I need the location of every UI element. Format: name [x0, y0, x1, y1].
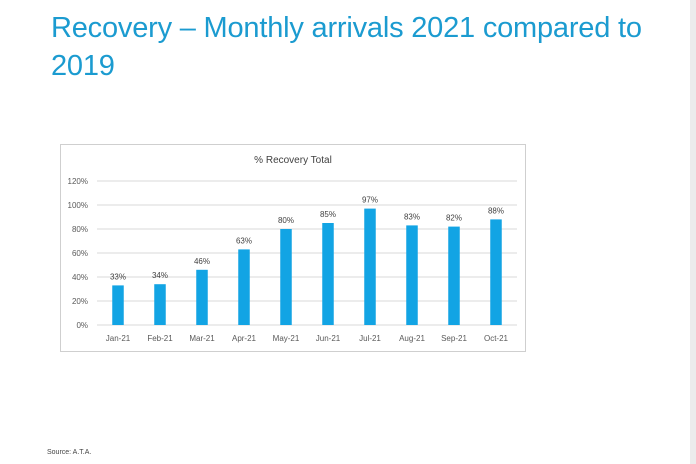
y-tick-label: 120% [68, 177, 88, 186]
data-label: 97% [362, 196, 378, 205]
x-tick-label: Jul-21 [359, 334, 381, 343]
x-tick-label: Mar-21 [189, 334, 215, 343]
data-label: 88% [488, 206, 504, 215]
x-tick-label: Aug-21 [399, 334, 425, 343]
y-tick-label: 20% [72, 297, 88, 306]
chart-title: % Recovery Total [254, 155, 332, 166]
y-tick-label: 80% [72, 225, 88, 234]
data-label: 80% [278, 216, 294, 225]
bar-may-21 [280, 229, 292, 325]
slide-title: Recovery – Monthly arrivals 2021 compare… [51, 12, 642, 82]
bar-aug-21 [406, 225, 418, 325]
y-tick-label: 60% [72, 249, 88, 258]
x-tick-label: Sep-21 [441, 334, 467, 343]
y-axis-tick-labels: 0% 20% 40% 60% 80% 100% 120% [68, 177, 88, 330]
data-label: 34% [152, 271, 168, 280]
gridlines [97, 180, 517, 326]
data-label: 63% [236, 236, 252, 245]
x-tick-label: Oct-21 [484, 334, 509, 343]
source-note: Source: A.T.A. [47, 449, 92, 456]
bar-chart: 0% 20% 40% 60% 80% 100% 120% 33% 34% 46% 63% 80% 85… [68, 155, 517, 343]
data-label: 82% [446, 214, 462, 223]
bar-jun-21 [322, 223, 334, 325]
data-label: 46% [194, 257, 210, 266]
x-tick-label: May-21 [273, 334, 300, 343]
data-label: 85% [320, 210, 336, 219]
x-axis-tick-labels: Jan-21 Feb-21 Mar-21 Apr-21 May-21 Jun-21 Jul-… [106, 334, 509, 343]
data-labels: 33% 34% 46% 63% 80% 85% 97% 83% 82% 88% [110, 196, 504, 282]
bar-feb-21 [154, 284, 166, 325]
y-tick-label: 40% [72, 273, 88, 282]
slide-edge [690, 0, 696, 464]
bar-sep-21 [448, 226, 460, 325]
bar-jan-21 [112, 285, 124, 325]
bar-apr-21 [238, 249, 250, 325]
x-tick-label: Jun-21 [316, 334, 341, 343]
x-tick-label: Feb-21 [147, 334, 173, 343]
data-label: 83% [404, 212, 420, 221]
data-label: 33% [110, 272, 126, 281]
bar-jul-21 [364, 208, 376, 325]
x-tick-label: Apr-21 [232, 334, 257, 343]
bar-mar-21 [196, 269, 208, 325]
y-tick-label: 100% [68, 201, 88, 210]
y-tick-label: 0% [76, 321, 88, 330]
x-tick-label: Jan-21 [106, 334, 131, 343]
bar-oct-21 [490, 219, 502, 325]
chart-frame: 0% 20% 40% 60% 80% 100% 120% 33% 34% 46% 63% 80% 85… [60, 144, 526, 352]
bars [112, 208, 502, 325]
